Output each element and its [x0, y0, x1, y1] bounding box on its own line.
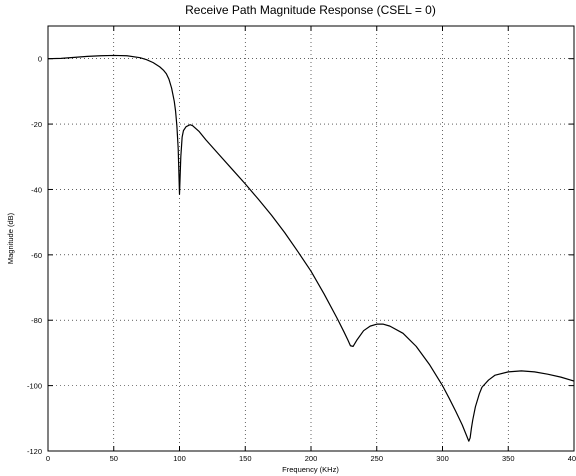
magnitude-response-line	[47, 54, 575, 442]
x-axis-label: Frequency (KHz)	[282, 465, 339, 474]
x-tick-label: 100	[173, 454, 186, 463]
x-tick-label: 150	[239, 454, 252, 463]
y-tick-label: 0	[38, 55, 42, 64]
y-tick-label: -120	[27, 447, 42, 456]
x-tick-label: 300	[436, 454, 449, 463]
axis-ticks: 0 50 100 150 200 250 300 350 400 0 -20 -40 -60 -80 -10…	[27, 26, 576, 463]
y-tick-label: -20	[31, 120, 42, 129]
y-tick-label: -60	[31, 251, 42, 260]
x-tick-label: 50	[110, 454, 118, 463]
y-tick-label: -40	[31, 185, 42, 194]
x-tick-label: 200	[305, 454, 318, 463]
x-tick-label: 350	[502, 454, 515, 463]
chart-title: Receive Path Magnitude Response (CSEL = …	[185, 3, 436, 17]
x-tick-label: 250	[370, 454, 383, 463]
y-tick-label: -100	[27, 382, 42, 391]
x-tick-label: 400	[568, 454, 576, 463]
y-axis-label: Magnitude (dB)	[6, 212, 15, 264]
y-tick-label: -80	[31, 316, 42, 325]
x-tick-label: 0	[46, 454, 50, 463]
grid-lines	[48, 26, 574, 451]
